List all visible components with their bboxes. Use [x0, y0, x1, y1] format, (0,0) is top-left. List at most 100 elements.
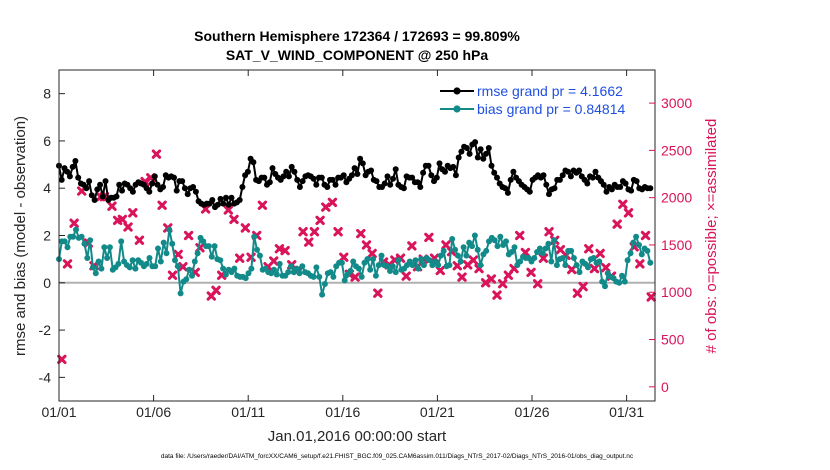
assimilated-obs-core — [341, 255, 346, 260]
bias-point — [372, 272, 379, 279]
bias-point — [319, 291, 326, 298]
assimilated-obs-core — [306, 239, 311, 245]
right-y-tick-label: 2000 — [661, 190, 692, 206]
bias-point — [70, 233, 77, 240]
assimilated-obs-point — [269, 256, 279, 266]
rmse-point — [472, 139, 479, 146]
bias-point — [616, 279, 623, 286]
rmse-point — [452, 172, 459, 179]
bias-point — [78, 233, 85, 240]
right-y-tick-label: 1500 — [661, 237, 692, 253]
rmse-point — [217, 195, 224, 202]
bias-point — [231, 265, 238, 272]
bias-point — [497, 233, 504, 240]
rmse-point — [576, 167, 583, 174]
x-tick-label: 01/11 — [231, 404, 265, 420]
rmse-point — [633, 178, 640, 185]
assimilated-obs-point — [497, 279, 508, 289]
bias-point — [191, 258, 198, 265]
assimilated-obs-point — [468, 255, 479, 265]
rmse-point — [502, 185, 509, 192]
assimilated-obs-point — [240, 223, 251, 233]
assimilated-obs-core — [170, 273, 175, 278]
bias-point — [256, 252, 263, 259]
assimilated-obs-core — [213, 288, 219, 293]
rmse-point — [428, 172, 435, 179]
bias-point — [437, 252, 444, 259]
assimilated-obs-point — [623, 208, 634, 218]
bias-point — [375, 262, 382, 269]
assimilated-obs-core — [403, 273, 409, 279]
rmse-point — [436, 160, 443, 167]
assimilated-obs-core — [231, 217, 237, 222]
bias-point — [636, 242, 642, 248]
rmse-point — [474, 154, 481, 161]
rmse-point — [332, 181, 339, 188]
rmse-point — [617, 184, 624, 190]
bias-point — [630, 239, 637, 246]
assimilated-obs-point — [298, 227, 308, 237]
assimilated-obs-point — [612, 219, 622, 229]
rmse-point — [485, 145, 492, 151]
assimilated-obs-core — [282, 248, 288, 253]
bias-point — [338, 259, 345, 266]
rmse-point — [280, 173, 287, 180]
assimilated-obs-point — [333, 227, 343, 237]
bias-point — [409, 262, 416, 269]
rmse-point — [58, 176, 65, 183]
bias-point — [330, 273, 337, 280]
bias-point — [449, 236, 456, 242]
rmse-point — [359, 160, 366, 167]
chart-title: Southern Hemisphere 172364 / 172693 = 99… — [194, 28, 520, 63]
assimilated-obs-point — [69, 218, 79, 228]
bias-point — [395, 257, 402, 264]
bias-point — [347, 268, 354, 274]
rmse-point — [283, 168, 290, 175]
assimilated-obs-core — [180, 264, 186, 269]
assimilated-obs-point — [167, 270, 178, 280]
assimilated-obs-point — [515, 230, 525, 241]
bias-point — [454, 252, 461, 259]
rmse-point — [420, 169, 427, 176]
assimilated-obs-point — [229, 214, 239, 225]
bias-point — [98, 265, 105, 272]
bias-point — [341, 277, 348, 284]
assimilated-obs-core — [459, 274, 465, 280]
chart-title-line1: Southern Hemisphere 172364 / 172693 = 99… — [194, 28, 520, 44]
assimilated-obs-core — [620, 202, 626, 207]
right-y-tick-label: 3000 — [661, 95, 692, 111]
assimilated-obs-point — [57, 354, 67, 365]
bias-point — [418, 256, 425, 263]
bias-point — [115, 260, 122, 267]
rmse-point — [504, 189, 511, 196]
rmse-point — [223, 194, 229, 201]
rmse-point — [510, 168, 517, 175]
assimilated-obs-core — [358, 231, 363, 236]
bias-point — [545, 240, 552, 247]
bias-point — [296, 270, 303, 277]
assimilated-obs-core — [494, 292, 500, 298]
assimilated-obs-core — [511, 266, 517, 271]
rmse-point — [373, 178, 380, 185]
bias-point — [446, 262, 453, 269]
bias-point — [129, 257, 136, 264]
bias-point — [81, 240, 88, 247]
bias-point — [562, 262, 569, 269]
rmse-point — [584, 180, 591, 187]
bias-point — [542, 245, 549, 252]
bias-series — [56, 226, 654, 298]
rmse-point — [392, 166, 399, 173]
assimilated-obs-point — [257, 200, 268, 210]
rmse-point — [310, 175, 317, 182]
left-y-tick-label: 6 — [43, 133, 51, 149]
bias-point — [321, 281, 328, 287]
rmse-point — [354, 171, 361, 177]
rmse-point — [589, 174, 596, 181]
rmse-point — [220, 200, 227, 207]
rmse-point — [600, 181, 607, 188]
legend-rmse-label: rmse grand pr = 4.1662 — [477, 83, 623, 99]
rmse-point — [526, 188, 533, 195]
rmse-point — [387, 181, 394, 188]
left-y-tick-label: -2 — [39, 322, 52, 338]
assimilated-obs-core — [643, 233, 648, 238]
